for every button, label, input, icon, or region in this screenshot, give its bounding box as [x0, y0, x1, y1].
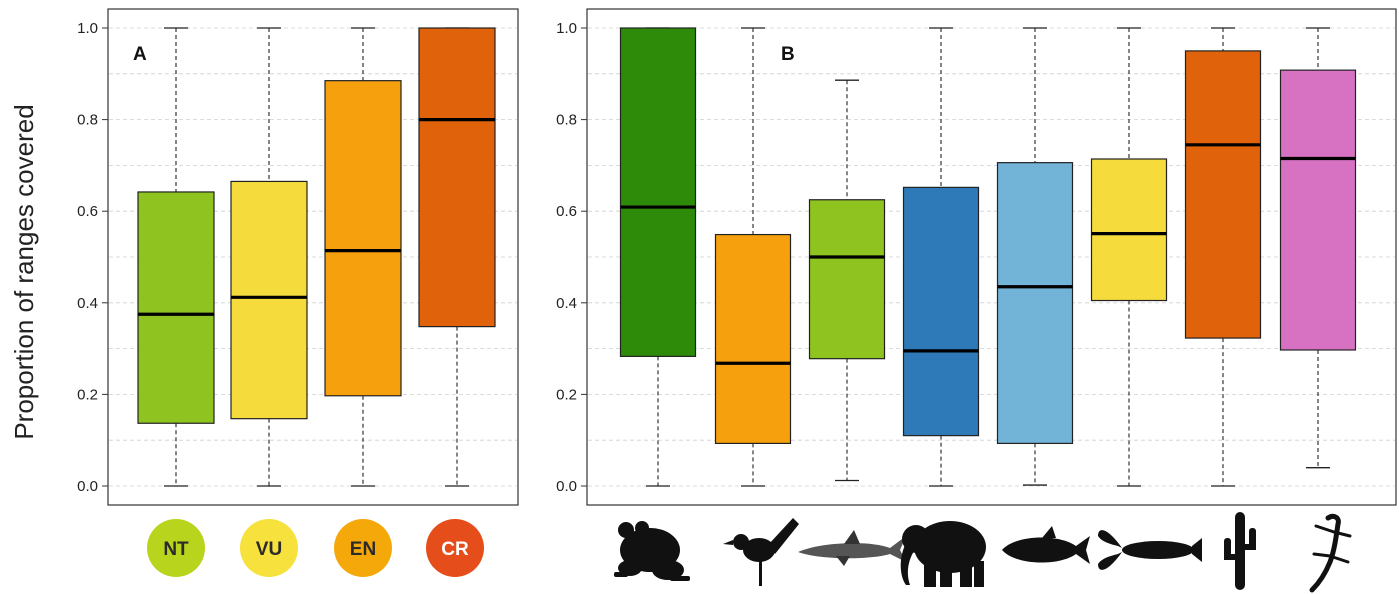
iqr-box [137, 191, 215, 424]
iqr-box [418, 27, 496, 328]
box-CR [418, 27, 496, 487]
tuna-icon [1002, 526, 1090, 564]
badge-circle [147, 519, 205, 577]
shark-icon [798, 530, 906, 566]
y-tick-label: 1.0 [556, 20, 577, 37]
badge-cr: CR [426, 519, 484, 577]
panel-a: 0.0 0.2 0.4 0.6 0.8 1.0 A NT VU EN CR [77, 8, 519, 577]
cactus-icon [1224, 512, 1256, 590]
y-tick-label: 1.0 [77, 20, 98, 37]
box-bird-icon [714, 27, 792, 487]
y-tick-label: 0.2 [556, 386, 577, 403]
y-tick-label: 0.0 [556, 478, 577, 495]
category-badges: NT VU EN CR [147, 519, 484, 577]
iqr-box [808, 199, 886, 360]
badge-label: EN [350, 539, 376, 560]
panel-letter-b: B [781, 44, 795, 65]
box-cactus-icon [1184, 27, 1262, 487]
box-lizard-icon [1279, 27, 1357, 469]
badge-label: NT [163, 539, 189, 560]
badge-label: CR [441, 539, 469, 560]
y-tick-label: 0.0 [77, 478, 98, 495]
iqr-box [619, 27, 697, 357]
y-axis-label: Proportion of ranges covered [9, 104, 39, 439]
badge-label: VU [256, 539, 282, 560]
iqr-box [1279, 69, 1357, 351]
y-tick-label: 0.4 [556, 295, 577, 312]
iqr-box [996, 162, 1074, 445]
badge-circle [240, 519, 298, 577]
iqr-box [230, 180, 308, 420]
badge-en: EN [334, 519, 392, 577]
box-VU [230, 27, 308, 487]
panel-letter-a: A [133, 44, 147, 65]
iqr-box [1184, 50, 1262, 339]
y-tick-label: 0.8 [556, 112, 577, 129]
panel-a-boxes [137, 27, 496, 487]
lizard-icon [1309, 513, 1352, 593]
bird-icon [723, 518, 799, 586]
panel-b: 0.0 0.2 0.4 0.6 0.8 1.0 B [556, 8, 1397, 506]
box-lobster-icon [1090, 27, 1168, 487]
iqr-box [324, 80, 402, 397]
box-elephant-icon [902, 27, 980, 487]
badge-nt: NT [147, 519, 205, 577]
y-tick-label: 0.6 [77, 203, 98, 220]
taxon-icons [614, 512, 1352, 593]
badge-vu: VU [240, 519, 298, 577]
badge-circle [426, 519, 484, 577]
y-tick-label: 0.6 [556, 203, 577, 220]
panel-b-y-ticks: 0.0 0.2 0.4 0.6 0.8 1.0 [556, 20, 587, 495]
frog-icon [614, 521, 690, 581]
y-tick-label: 0.4 [77, 295, 98, 312]
box-shark-icon [808, 79, 886, 482]
box-NT [137, 27, 215, 487]
box-tuna-icon [996, 27, 1074, 486]
iqr-box [714, 233, 792, 445]
elephant-icon [900, 521, 986, 587]
badge-circle [334, 519, 392, 577]
y-tick-label: 0.8 [77, 112, 98, 129]
y-tick-label: 0.2 [77, 386, 98, 403]
box-frog-icon [619, 27, 697, 487]
iqr-box [1090, 158, 1168, 302]
box-EN [324, 27, 402, 487]
panel-a-y-ticks: 0.0 0.2 0.4 0.6 0.8 1.0 [77, 20, 108, 495]
lobster-icon [1098, 530, 1202, 570]
iqr-box [902, 186, 980, 437]
panel-b-boxes [619, 27, 1357, 487]
